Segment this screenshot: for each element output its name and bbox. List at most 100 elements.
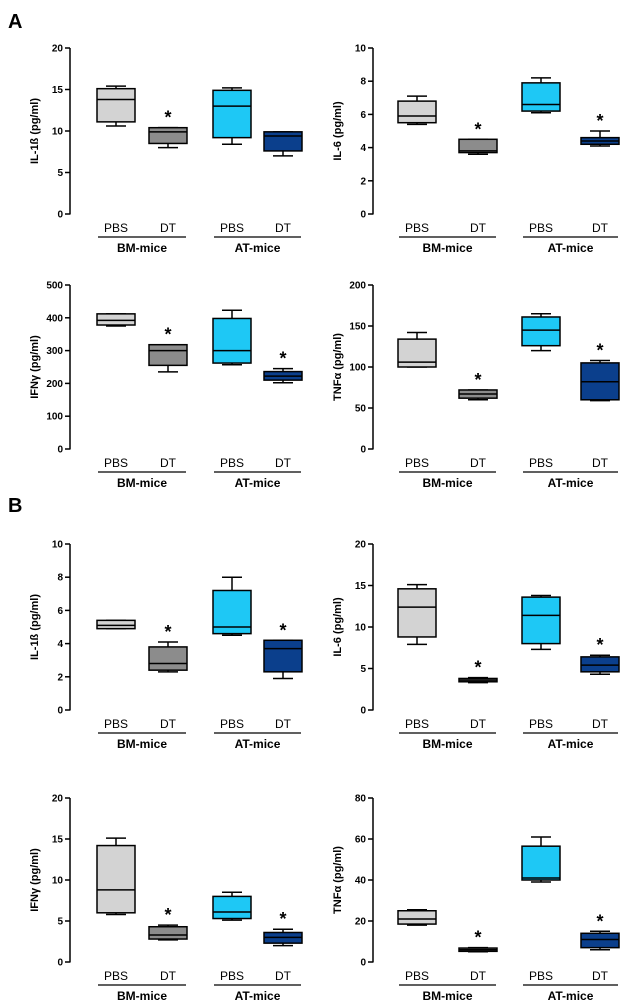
chart-8: 0 20 40 60 80 TNFα (pg/ml) PBS * DT PBS * DT BM-mice… (332, 794, 620, 1003)
y-tick-label: 4 (57, 639, 63, 650)
box-iqr (263, 639, 303, 673)
group-label: BM-mice (422, 476, 472, 490)
y-tick-label: 20 (52, 794, 64, 805)
group-label: BM-mice (422, 241, 472, 255)
y-axis-label: IL-6 (pg/ml) (332, 597, 344, 657)
box-iqr (96, 313, 136, 326)
group-label: AT-mice (235, 737, 281, 751)
group-label: BM-mice (117, 241, 167, 255)
x-category-label: PBS (220, 969, 244, 983)
box-dt-2: * (148, 905, 188, 941)
group-label: AT-mice (548, 476, 594, 490)
chart-7: 0 5 10 15 20 IFNγ (pg/ml) PBS * DT PBS * DT BM-mice A… (29, 794, 303, 1003)
x-category-label: DT (160, 221, 177, 235)
box-pbs-3 (521, 836, 561, 883)
box-iqr (148, 925, 188, 940)
box-dt-4: * (580, 111, 620, 147)
significance-star: * (279, 909, 286, 929)
y-tick-label: 0 (360, 445, 366, 456)
y-tick-label: 300 (46, 346, 63, 357)
x-category-label: DT (592, 221, 609, 235)
significance-star: * (474, 928, 481, 948)
y-axis-label: IFNγ (pg/ml) (29, 335, 41, 399)
significance-star: * (596, 340, 603, 360)
significance-star: * (164, 622, 171, 642)
x-category-label: PBS (405, 717, 429, 731)
y-tick-label: 100 (349, 363, 366, 374)
box-pbs-1 (96, 85, 136, 127)
box-pbs-3 (212, 576, 252, 637)
box-iqr (96, 619, 136, 630)
box-dt-2: * (458, 370, 498, 401)
box-iqr (458, 138, 498, 154)
box-dt-4: * (263, 620, 303, 680)
box-iqr (96, 844, 136, 914)
y-tick-label: 80 (355, 794, 367, 805)
chart-5: 0 2 4 6 8 10 IL-1ß (pg/ml) PBS * DT PBS * DT BM-mice A… (29, 540, 303, 751)
box-dt-2: * (148, 108, 188, 149)
box-pbs-3 (521, 312, 561, 352)
x-category-label: DT (470, 717, 487, 731)
y-tick-label: 10 (355, 44, 367, 55)
y-tick-label: 100 (46, 412, 63, 423)
y-tick-label: 500 (46, 281, 63, 292)
x-category-label: DT (470, 969, 487, 983)
box-iqr (521, 316, 561, 347)
group-label: BM-mice (422, 989, 472, 1003)
box-pbs-3 (212, 309, 252, 366)
x-category-label: DT (470, 456, 487, 470)
box-iqr (397, 100, 437, 124)
x-category-label: PBS (104, 221, 128, 235)
x-category-label: DT (275, 717, 292, 731)
y-axis-label: TNFα (pg/ml) (332, 333, 344, 401)
box-dt-2: * (458, 658, 498, 684)
y-tick-label: 0 (57, 706, 63, 717)
box-pbs-3 (212, 891, 252, 921)
box-pbs-1 (397, 331, 437, 368)
significance-star: * (596, 911, 603, 931)
y-tick-label: 20 (355, 917, 367, 928)
x-category-label: PBS (104, 717, 128, 731)
box-iqr (148, 126, 188, 145)
group-label: AT-mice (235, 476, 281, 490)
y-tick-label: 40 (355, 876, 367, 887)
y-axis-label: IL-6 (pg/ml) (332, 101, 344, 161)
box-iqr (521, 596, 561, 645)
x-category-label: PBS (405, 221, 429, 235)
group-label: BM-mice (117, 989, 167, 1003)
x-category-label: PBS (529, 717, 553, 731)
group-label: AT-mice (235, 241, 281, 255)
x-category-label: PBS (220, 717, 244, 731)
box-dt-2: * (458, 119, 498, 155)
y-tick-label: 10 (52, 127, 64, 138)
box-iqr (521, 82, 561, 112)
y-tick-label: 0 (57, 210, 63, 221)
y-tick-label: 0 (360, 958, 366, 969)
chart-1: 0 5 10 15 20 IL-1ß (pg/ml) PBS * DT PBS DT BM-mice A… (29, 44, 303, 255)
x-category-label: DT (592, 717, 609, 731)
significance-star: * (279, 620, 286, 640)
chart-2: 0 2 4 6 8 10 IL-6 (pg/ml) PBS * DT PBS * DT BM-mice AT… (332, 44, 620, 255)
box-pbs-1 (397, 95, 437, 126)
x-category-label: PBS (405, 969, 429, 983)
y-tick-label: 50 (355, 404, 367, 415)
y-tick-label: 10 (52, 876, 64, 887)
y-tick-label: 4 (360, 143, 366, 154)
x-category-label: PBS (104, 969, 128, 983)
y-tick-label: 2 (360, 176, 366, 187)
x-category-label: DT (160, 969, 177, 983)
y-tick-label: 5 (360, 664, 366, 675)
group-label: BM-mice (422, 737, 472, 751)
group-label: BM-mice (117, 737, 167, 751)
significance-star: * (164, 325, 171, 345)
y-axis-label: IFNγ (pg/ml) (29, 848, 41, 912)
box-dt-4 (263, 131, 303, 157)
y-tick-label: 0 (360, 210, 366, 221)
x-category-label: PBS (529, 969, 553, 983)
x-category-label: PBS (405, 456, 429, 470)
y-tick-label: 6 (360, 110, 366, 121)
y-tick-label: 20 (355, 540, 367, 551)
box-iqr (212, 317, 252, 364)
group-label: AT-mice (548, 241, 594, 255)
